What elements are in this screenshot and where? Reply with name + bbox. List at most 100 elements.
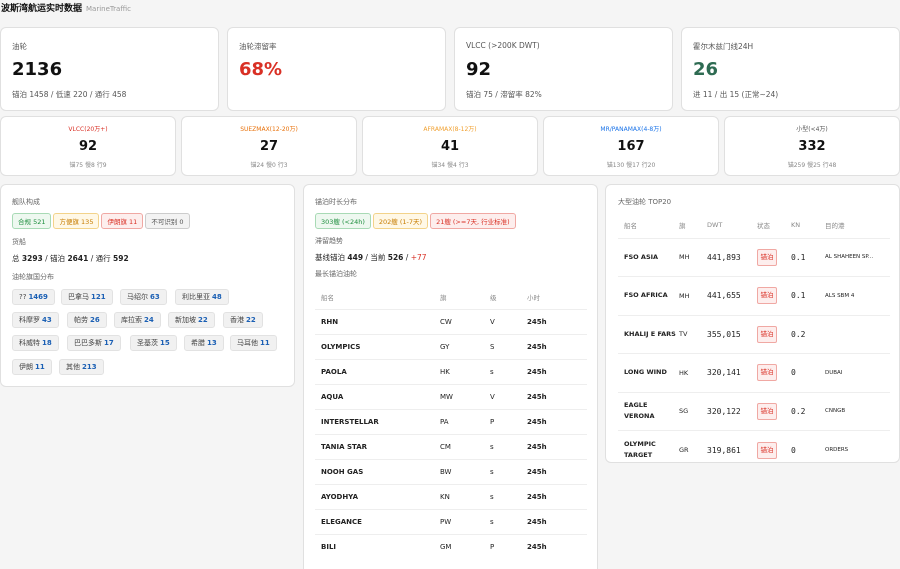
- flag-name: 圣基茨: [137, 339, 158, 347]
- flag-chip: 圣基茨 15: [130, 335, 177, 351]
- table-row[interactable]: NOOH GAS BW s 245h: [315, 458, 587, 484]
- flag-count: 11: [35, 363, 45, 371]
- ship-status-cell: 锚泊: [757, 430, 791, 469]
- table-row[interactable]: KHALIJ E FARS TV 355,015 锚泊 0.2: [618, 314, 890, 354]
- ship-class: s: [490, 433, 527, 459]
- table-row[interactable]: OLYMPIC TARGET GR 319,861 锚泊 0 ORDERS: [618, 430, 890, 469]
- flag-chip: 马耳他 11: [230, 335, 277, 351]
- table-row[interactable]: TANIA STAR CM s 245h: [315, 433, 587, 459]
- table-row[interactable]: PAOLA HK s 245h: [315, 358, 587, 384]
- ship-name: OLYMPIC TARGET: [618, 430, 679, 469]
- stat-value: 68%: [239, 59, 283, 80]
- ship-name: PAOLA: [315, 358, 440, 384]
- status-badge: 锚泊: [757, 364, 777, 382]
- table-row[interactable]: FSO ASIA MH 441,893 锚泊 0.1 AL SHAHEEN SP...: [618, 237, 890, 277]
- stat-card-hormuz: 霍尔木兹门线24H 26 进 11 / 出 15 (正常~24): [681, 27, 900, 111]
- anchor-hours: 245h: [527, 433, 587, 459]
- table-row[interactable]: BILI GM P 245h: [315, 533, 587, 559]
- class-value: 167: [617, 139, 645, 154]
- ships-title: 货船: [12, 238, 26, 246]
- flag-chip: 希腊 13: [184, 335, 224, 351]
- status-badge: 锚泊: [757, 325, 777, 343]
- table-row[interactable]: AYODHYA KN s 245h: [315, 483, 587, 509]
- table-row[interactable]: AQUA MW V 245h: [315, 383, 587, 409]
- table-row[interactable]: ELEGANCE PW s 245h: [315, 508, 587, 534]
- ship-flag: TV: [679, 314, 707, 354]
- class-label: MR/PANAMAX(4-8万): [600, 126, 662, 133]
- ships-total-label: 总: [12, 254, 22, 263]
- ship-flag: GY: [440, 333, 490, 359]
- flags-title: 油轮旗国分布: [12, 273, 54, 281]
- top20-table: 船名 旗 DWT 状态 KN 目的港 FSO ASIA MH 441,893 锚泊 0.…: [618, 212, 890, 469]
- trend-current: 526: [387, 253, 404, 262]
- anchor-hours: 245h: [527, 458, 587, 484]
- ship-dwt: 319,861: [707, 430, 757, 469]
- table-row[interactable]: FSO AFRICA MH 441,655 锚泊 0.1 ALS SBM 4: [618, 276, 890, 315]
- stat-label: VLCC (>200K DWT): [466, 41, 540, 50]
- ship-name: AQUA: [315, 383, 440, 409]
- tag-flag-of-convenience: 方便旗 135: [53, 213, 100, 229]
- flag-chip: 巴巴多斯 17: [67, 335, 121, 351]
- table-row[interactable]: LONG WIND HK 320,141 锚泊 0 DUBAI: [618, 353, 890, 392]
- ship-dwt: 355,015: [707, 314, 757, 354]
- flag-count: 24: [144, 316, 154, 324]
- table-row[interactable]: OLYMPICS GY S 245h: [315, 333, 587, 359]
- table-row[interactable]: INTERSTELLAR PA P 245h: [315, 408, 587, 434]
- anchor-hours: 245h: [527, 508, 587, 534]
- col-flag: 旗: [679, 221, 686, 230]
- flag-name: 新加坡: [175, 316, 196, 324]
- tag-compliant: 合规 521: [12, 213, 52, 229]
- anchor-tags: 303艘 (<24h) 202艘 (1-7天) 21艘 (>=7天, 行业标准): [315, 213, 518, 229]
- ship-class: S: [490, 333, 527, 359]
- anchor-hours: 245h: [527, 408, 587, 434]
- class-sub: 锚130 慢17 行20: [606, 162, 656, 169]
- flag-count: 213: [82, 363, 97, 371]
- stat-label: 油轮滞留率: [239, 42, 277, 51]
- table-header: 船名 旗 级 小时: [315, 285, 587, 309]
- flag-name: ??: [19, 293, 27, 301]
- ship-name: EAGLE VERONA: [618, 391, 679, 431]
- flag-count: 15: [160, 339, 170, 347]
- tag-unidentified: 不可识别 0: [145, 213, 190, 229]
- page-title: 波斯湾航运实时数据: [1, 4, 83, 14]
- class-card-aframax: AFRAMAX(8-12万) 41 锚34 慢4 行3: [362, 116, 538, 176]
- flag-count: 11: [260, 339, 270, 347]
- ship-flag: GM: [440, 533, 490, 559]
- ship-status-cell: 锚泊: [757, 314, 791, 354]
- ship-speed: 0: [791, 353, 825, 392]
- flag-chip: 其他 213: [59, 359, 104, 375]
- stat-sub: 锚泊 1458 / 低速 220 / 通行 458: [12, 90, 127, 99]
- flag-name: 希腊: [191, 339, 205, 347]
- stat-label: 油轮: [12, 42, 27, 51]
- flag-name: 巴拿马: [68, 293, 89, 301]
- flag-name: 科摩罗: [19, 316, 40, 324]
- ship-flag: MH: [679, 237, 707, 277]
- flag-chip: 巴拿马 121: [61, 289, 113, 305]
- ship-dwt: 320,141: [707, 353, 757, 392]
- class-sub: 锚24 慢0 行3: [250, 162, 288, 169]
- table-row[interactable]: RHN CW V 245h: [315, 308, 587, 334]
- flag-chip: 科威特 18: [12, 335, 59, 351]
- ship-class: V: [490, 383, 527, 409]
- anchor-panel: 锚泊时长分布 303艘 (<24h) 202艘 (1-7天) 21艘 (>=7天, …: [303, 184, 598, 569]
- tag-1-7-days: 202艘 (1-7天): [372, 213, 429, 229]
- anchor-hours: 245h: [527, 483, 587, 509]
- col-dwt: DWT: [707, 220, 723, 229]
- flag-name: 利比里亚: [182, 293, 210, 301]
- col-ship-name: 船名: [624, 221, 637, 230]
- ship-name: KHALIJ E FARS: [618, 314, 679, 354]
- anchor-hours: 245h: [527, 533, 587, 559]
- class-sub: 锚34 慢4 行3: [431, 162, 469, 169]
- flag-chip: 马绍尔 63: [120, 289, 167, 305]
- ship-flag: CM: [440, 433, 490, 459]
- ship-flag: SG: [679, 391, 707, 431]
- class-card-vlcc: VLCC(20万+) 92 锚75 慢8 行9: [0, 116, 176, 176]
- class-card-suezmax: SUEZMAX(12-20万) 27 锚24 慢0 行3: [181, 116, 357, 176]
- table-header: 船名 旗 DWT 状态 KN 目的港: [618, 212, 890, 238]
- table-row[interactable]: EAGLE VERONA SG 320,122 锚泊 0.2 CNNGB: [618, 391, 890, 431]
- status-badge: 锚泊: [757, 248, 777, 266]
- trend-delta: +77: [410, 253, 427, 262]
- ship-class: s: [490, 508, 527, 534]
- flag-count: 121: [91, 293, 106, 301]
- ship-status-cell: 锚泊: [757, 237, 791, 277]
